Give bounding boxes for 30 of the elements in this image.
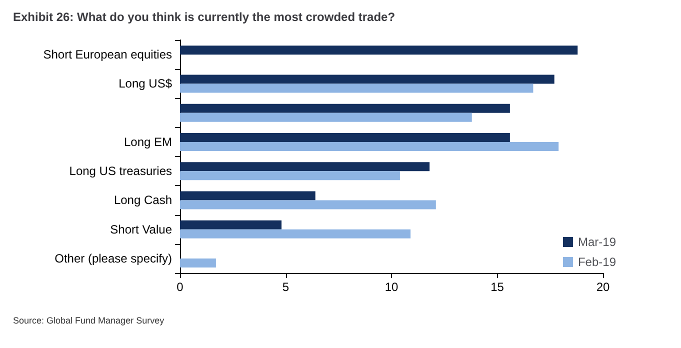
bar	[180, 112, 472, 122]
x-tick-label: 0	[176, 280, 184, 294]
y-tick-label: Short European equities	[43, 48, 172, 62]
bar	[180, 200, 436, 210]
legend-label: Feb-19	[578, 255, 616, 269]
bar	[180, 74, 554, 84]
y-tick-label: Long US treasuries	[69, 164, 172, 178]
bar	[180, 162, 430, 172]
x-tick-label: 10	[384, 280, 398, 294]
chart-title: Exhibit 26: What do you think is currently the most crowded trade?	[13, 10, 396, 24]
y-tick-label: Long US$	[118, 76, 172, 91]
bar	[180, 132, 510, 142]
legend-label: Mar-19	[578, 235, 616, 249]
x-tick-label: 15	[490, 280, 504, 294]
x-tick-label: 5	[282, 280, 290, 294]
bar	[180, 229, 411, 238]
bar	[180, 220, 282, 230]
bar	[180, 191, 316, 200]
bar	[180, 258, 216, 268]
y-tick-label: Other (please specify)	[54, 251, 172, 266]
bar	[180, 46, 578, 55]
bar	[180, 104, 510, 113]
bar	[180, 142, 559, 151]
y-tick-label: Long EM	[124, 134, 172, 149]
source-note: Source: Global Fund Manager Survey	[13, 316, 165, 326]
x-tick-label: 20	[596, 280, 610, 294]
bar	[180, 84, 534, 93]
bar	[180, 171, 400, 180]
y-tick-label: Long Cash	[114, 193, 172, 208]
y-tick-label: Short Value	[110, 222, 172, 236]
